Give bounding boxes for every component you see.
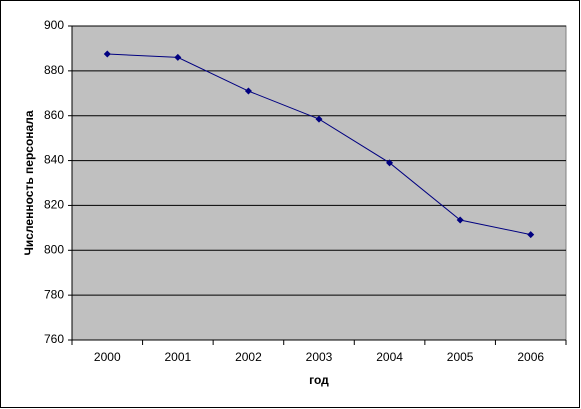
- y-axis-label: Численность персонала: [22, 110, 36, 255]
- plot-area: [71, 25, 567, 341]
- y-tick-label: 780: [44, 287, 64, 301]
- x-tick-label: 2003: [306, 350, 333, 364]
- y-tick-label: 900: [44, 18, 64, 32]
- point-marker: [315, 115, 323, 123]
- x-axis-label: год: [309, 373, 329, 387]
- y-tick-label: 820: [44, 198, 64, 212]
- y-tick-label: 760: [44, 332, 64, 346]
- point-marker: [527, 231, 535, 239]
- y-tick-label: 880: [44, 63, 64, 77]
- x-tick-label: 2000: [94, 350, 121, 364]
- y-tick-label: 800: [44, 242, 64, 256]
- x-tick-label: 2002: [235, 350, 262, 364]
- x-tick-label: 2006: [517, 350, 544, 364]
- x-tick-label: 2004: [376, 350, 403, 364]
- point-marker: [456, 216, 464, 224]
- y-tick-label: 860: [44, 108, 64, 122]
- point-marker: [103, 50, 111, 58]
- y-tick-label: 840: [44, 153, 64, 167]
- point-marker: [386, 159, 394, 167]
- x-tick-label: 2001: [165, 350, 192, 364]
- point-marker: [244, 87, 252, 95]
- point-marker: [174, 53, 182, 61]
- x-tick-label: 2005: [447, 350, 474, 364]
